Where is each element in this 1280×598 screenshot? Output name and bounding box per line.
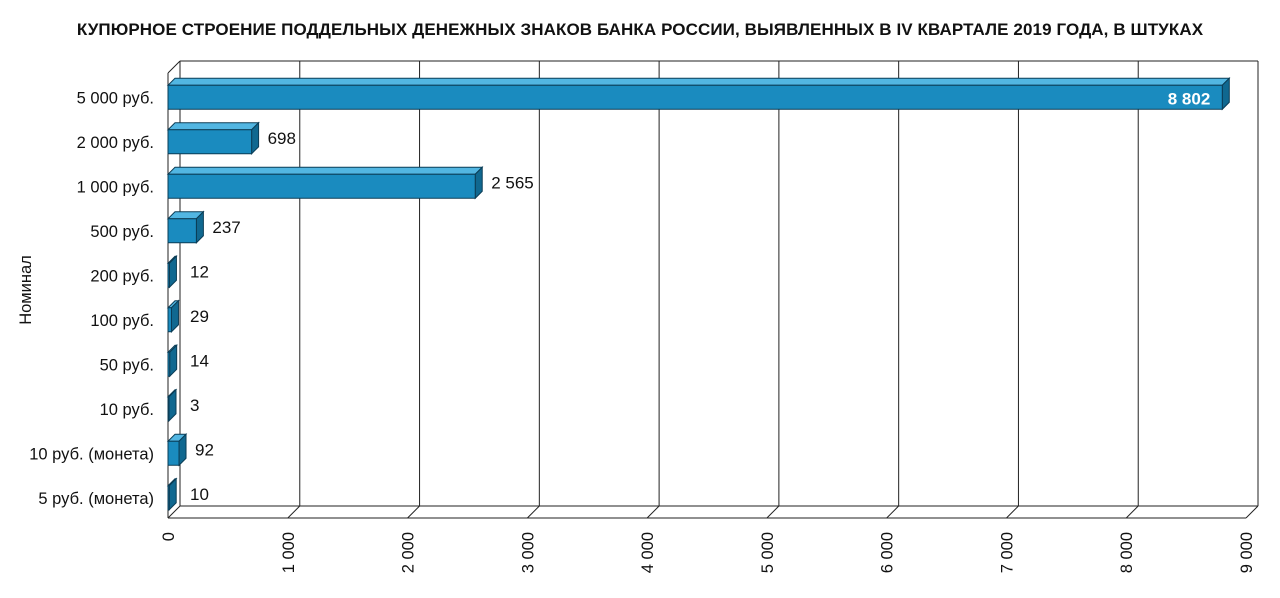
bar: [166, 477, 178, 511]
bar-front-face: [167, 485, 170, 511]
bar-front-face: [167, 129, 253, 155]
floor-line: [886, 505, 900, 519]
labels-layer: 0 1 000 2 000 3 000 4 000 5 000 6 000 7 000 8 00…: [29, 89, 1256, 573]
category-label: 5 руб. (монета): [38, 490, 154, 508]
category-label: 200 руб.: [90, 267, 154, 285]
floor-line: [1245, 505, 1259, 519]
floor-line: [1125, 505, 1139, 519]
category-label: 1 000 руб.: [77, 178, 154, 196]
value-label: 92: [195, 440, 214, 459]
bar-front-face: [167, 351, 171, 377]
floor-line: [287, 505, 301, 519]
floor-line: [167, 505, 181, 519]
bar: [166, 166, 484, 200]
bar: [166, 77, 1231, 111]
category-label: 500 руб.: [90, 223, 154, 241]
bar: [166, 433, 188, 467]
category-label: 100 руб.: [90, 312, 154, 330]
floor-line: [1006, 505, 1019, 519]
value-label: 10: [190, 485, 209, 504]
x-tick-label: 6 000: [879, 532, 897, 573]
category-label: 50 руб.: [100, 356, 154, 374]
value-label: 14: [190, 351, 209, 370]
value-label: 237: [212, 218, 240, 237]
x-tick-label: 8 000: [1118, 532, 1136, 573]
floor-line: [526, 505, 540, 519]
category-label: 2 000 руб.: [77, 134, 154, 152]
x-tick-label: 4 000: [639, 532, 657, 573]
x-tick-label: 2 000: [400, 532, 418, 573]
bar-front-face: [167, 440, 180, 466]
y-axis-title: Номинал: [17, 255, 35, 325]
value-label: 12: [190, 262, 209, 281]
left-top-line: [167, 60, 181, 74]
x-tick-label: 5 000: [759, 532, 777, 573]
value-label: 2 565: [491, 173, 534, 192]
bar: [166, 388, 178, 422]
floor-line: [766, 505, 780, 519]
value-label: 698: [268, 129, 296, 148]
floor-line: [646, 505, 660, 519]
grid-layer: [167, 60, 1259, 519]
category-label: 10 руб. (монета): [29, 445, 154, 463]
bar: [166, 210, 205, 244]
floor-line: [407, 505, 420, 519]
x-tick-label: 3 000: [519, 532, 537, 573]
bar-front-face: [167, 84, 1223, 110]
bar-front-face: [167, 262, 170, 288]
category-label: 5 000 руб.: [77, 89, 154, 107]
bar: [166, 121, 260, 155]
bar: [166, 344, 178, 378]
bars-layer: [166, 77, 1231, 511]
bar-front-face: [167, 218, 197, 244]
bar: [166, 299, 180, 333]
bar-front-face: [167, 396, 170, 422]
bar-top-face: [166, 122, 260, 131]
value-label: 29: [190, 307, 209, 326]
x-tick-label: 1 000: [280, 532, 298, 573]
category-label: 10 руб.: [100, 401, 154, 419]
value-label: 3: [190, 396, 199, 415]
bar-front-face: [167, 307, 172, 333]
bar-top-face: [166, 77, 1231, 86]
x-tick-label: 9 000: [1238, 532, 1256, 573]
bar-front-face: [167, 173, 476, 199]
bar-top-face: [166, 166, 484, 175]
bar: [166, 255, 178, 289]
chart-title: КУПЮРНОЕ СТРОЕНИЕ ПОДДЕЛЬНЫХ ДЕНЕЖНЫХ ЗН…: [76, 20, 1204, 39]
value-label: 8 802: [1168, 89, 1211, 108]
x-tick-label: 0: [160, 532, 178, 541]
x-tick-label: 7 000: [998, 532, 1016, 573]
